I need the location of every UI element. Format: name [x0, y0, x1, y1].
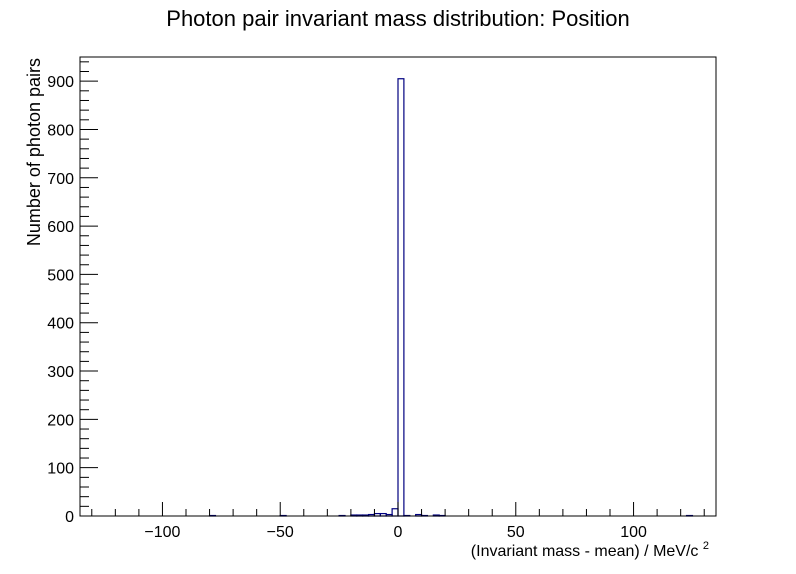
- x-tick-label: −100: [144, 524, 180, 541]
- y-axis-label: Number of photon pairs: [24, 58, 44, 246]
- y-tick-label: 300: [47, 364, 74, 381]
- x-tick-label: 0: [394, 524, 403, 541]
- y-tick-label: 0: [65, 509, 74, 526]
- axis-layer: 0 100 200 300 400 500 600 700 800 900 −100 −50 0 50 10…: [47, 56, 717, 541]
- y-tick-label: 900: [47, 74, 74, 91]
- y-tick-label: 800: [47, 122, 74, 139]
- y-tick-label: 600: [47, 219, 74, 236]
- x-tick-label: 50: [507, 524, 525, 541]
- y-tick-label: 100: [47, 461, 74, 478]
- y-tick-label: 500: [47, 267, 74, 284]
- x-axis-label-superscript: 2: [703, 540, 709, 552]
- y-tick-label: 700: [47, 171, 74, 188]
- x-tick-label: −50: [267, 524, 294, 541]
- y-tick-label: 400: [47, 316, 74, 333]
- x-tick-label: 100: [620, 524, 647, 541]
- x-axis-label: (Invariant mass - mean) / MeV/c 2: [471, 540, 709, 560]
- x-axis-label-main: (Invariant mass - mean) / MeV/c: [471, 543, 699, 560]
- chart-title: Photon pair invariant mass distribution:…: [166, 6, 629, 31]
- y-tick-label: 200: [47, 412, 74, 429]
